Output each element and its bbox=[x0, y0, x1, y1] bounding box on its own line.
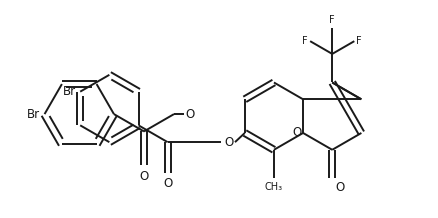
Text: O: O bbox=[186, 108, 195, 121]
Text: Br: Br bbox=[63, 85, 76, 98]
Text: Br: Br bbox=[27, 108, 40, 121]
Text: F: F bbox=[303, 36, 308, 46]
Text: F: F bbox=[329, 15, 335, 25]
Text: F: F bbox=[357, 36, 362, 46]
Text: O: O bbox=[139, 170, 148, 183]
Text: O: O bbox=[224, 136, 233, 149]
Text: CH₃: CH₃ bbox=[265, 182, 283, 192]
Text: O: O bbox=[336, 181, 345, 194]
Text: O: O bbox=[163, 177, 172, 190]
Text: O: O bbox=[293, 126, 302, 140]
